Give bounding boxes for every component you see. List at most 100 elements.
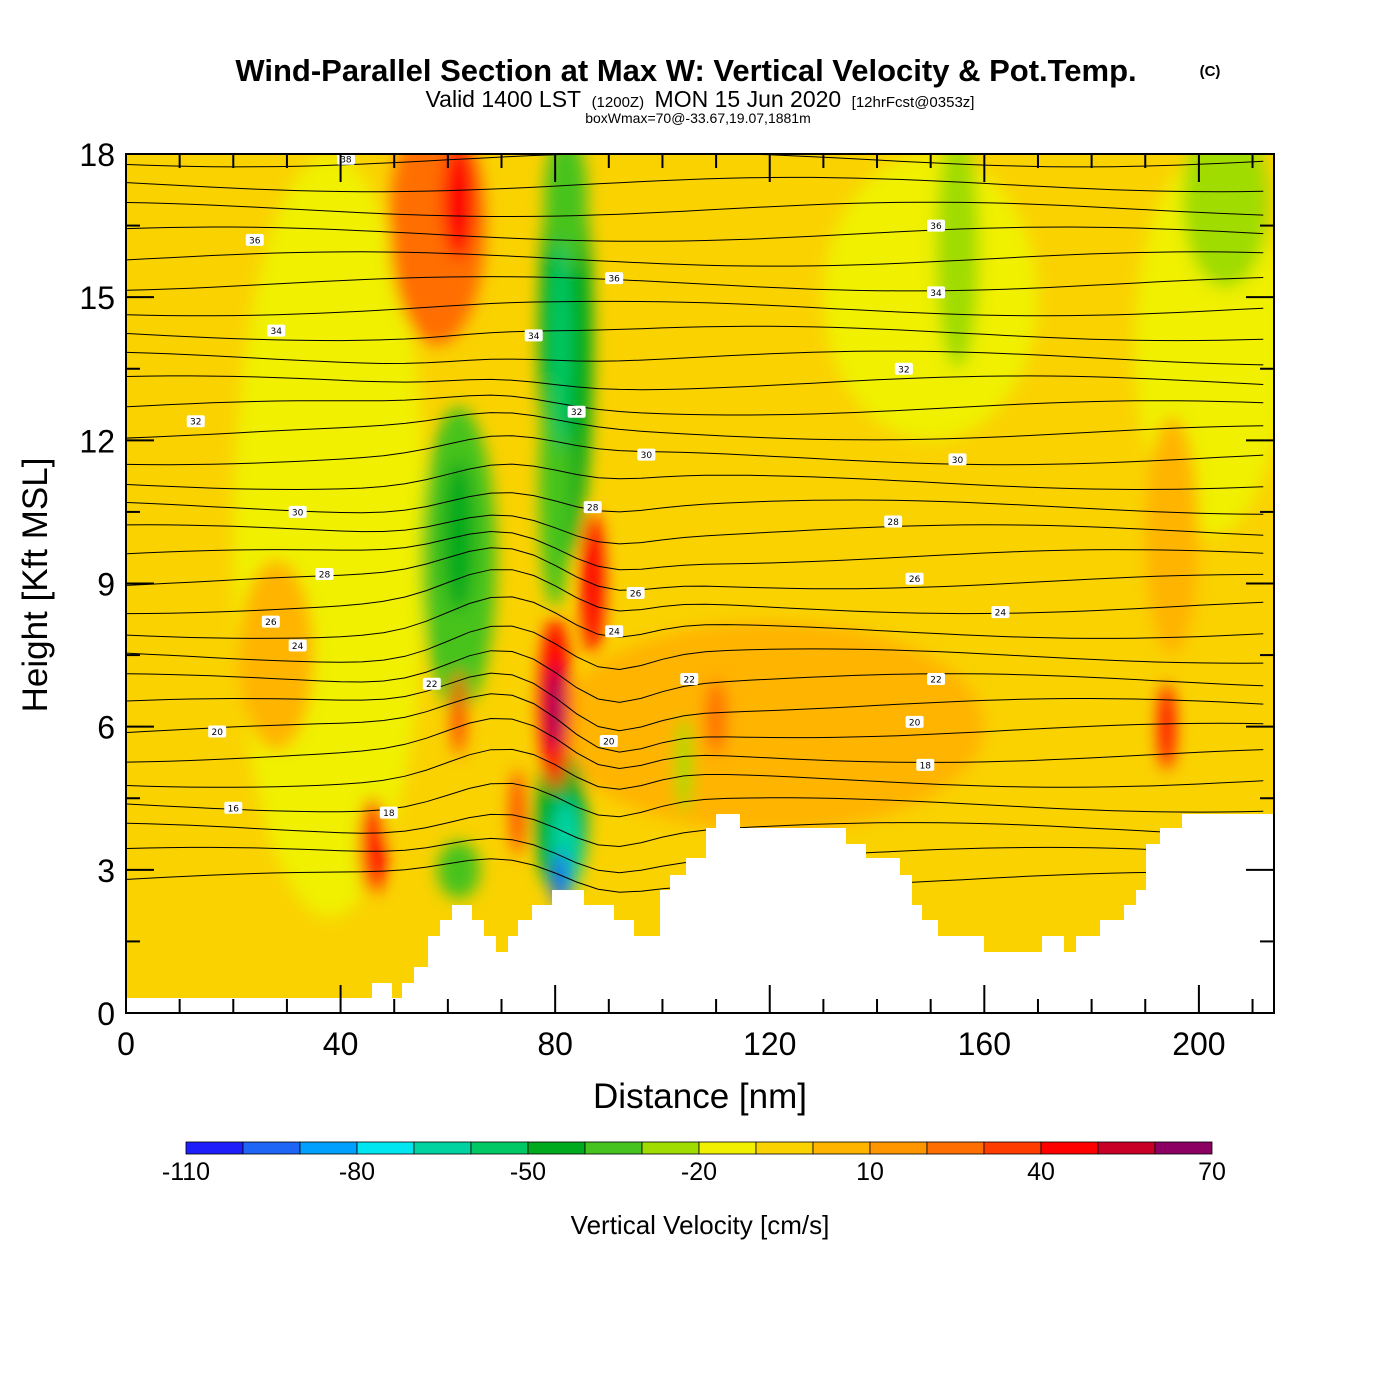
isentrope-line: [126, 625, 1264, 671]
isentrope-label: 32: [894, 362, 913, 375]
svg-text:24: 24: [995, 609, 1007, 619]
svg-text:36: 36: [608, 275, 620, 285]
colorbar-title: Vertical Velocity [cm/s]: [571, 1210, 830, 1240]
isentrope-line: [126, 530, 1264, 571]
colorbar-label: 40: [1027, 1158, 1055, 1186]
isentrope-line: [126, 226, 1264, 242]
svg-text:24: 24: [608, 628, 620, 638]
isentrope-label: 26: [905, 572, 924, 585]
svg-text:22: 22: [930, 675, 941, 685]
colorbar-label: 10: [856, 1158, 884, 1186]
isentrope-label: 24: [991, 606, 1010, 619]
field-orange-east: [705, 678, 727, 756]
chart-title: Wind-Parallel Section at Max W: Vertical…: [235, 53, 1136, 88]
isentrope-line: [126, 276, 1264, 292]
svg-text:32: 32: [571, 408, 582, 418]
colorbar-label: -20: [681, 1158, 717, 1186]
isentrope-label: 36: [245, 233, 264, 246]
field-orange-band: [1145, 416, 1199, 656]
svg-text:18: 18: [920, 761, 932, 771]
isentrope-label: 30: [637, 448, 656, 461]
colorbar-swatch: [413, 1141, 472, 1155]
isentrope-line: [126, 782, 1264, 818]
plot-area: 16 18 20 22 24 26 28 30 32 34 36 38 28 30 32 34 36 26 24 22…: [126, 154, 1274, 1013]
isentrope-label: 36: [605, 272, 624, 285]
svg-text:20: 20: [909, 718, 921, 728]
isentrope-line: [126, 412, 1264, 441]
isentrope-label: 22: [680, 672, 699, 685]
isentrope-label: 24: [605, 625, 624, 638]
chart-subtitle: Valid 1400 LST (1200Z) MON 15 Jun 2020 […: [426, 86, 975, 112]
field-green-ne: [1182, 154, 1269, 288]
isentrope-line: [126, 596, 1264, 639]
isentrope-line: [126, 463, 1264, 491]
svg-text:32: 32: [898, 365, 909, 375]
isentrope-label: 34: [927, 286, 946, 299]
svg-text:36: 36: [249, 236, 261, 246]
isentrope-line: [126, 251, 1264, 267]
colorbar-swatch: [926, 1141, 985, 1155]
isentrope-line: [126, 672, 1264, 732]
colorbar-label: 70: [1198, 1158, 1226, 1186]
svg-text:24: 24: [292, 642, 304, 652]
field-updraft-aloft: [442, 154, 475, 259]
svg-text:22: 22: [684, 675, 695, 685]
y-tick-label: 15: [79, 280, 115, 316]
field-downdraft-aloft: [549, 239, 572, 450]
svg-text:34: 34: [270, 327, 282, 337]
field-shapes: [233, 154, 1274, 918]
y-tick-label: 3: [97, 853, 115, 889]
colorbar-swatch: [584, 1141, 643, 1155]
svg-text:38: 38: [340, 155, 352, 165]
isentrope-label: 26: [626, 587, 645, 600]
isentrope-line: [126, 350, 1264, 366]
svg-text:30: 30: [292, 508, 304, 518]
field-updraft-low: [359, 798, 387, 894]
isentrope-label: 36: [927, 219, 946, 232]
colorbar-swatch: [869, 1141, 928, 1155]
isentrope-label: 16: [224, 801, 243, 814]
field-red-low2: [510, 769, 525, 856]
y-tick-label: 12: [79, 423, 115, 459]
svg-text:20: 20: [603, 737, 615, 747]
colorbar-labels: -110 -80 -50 -20 10 40 70: [162, 1158, 1226, 1186]
x-tick-label: 40: [323, 1026, 359, 1062]
x-tick-label: 160: [958, 1026, 1011, 1062]
isentrope-line: [126, 325, 1264, 342]
isentrope-label: 28: [884, 515, 903, 528]
colorbar-label: -50: [510, 1158, 546, 1186]
svg-text:34: 34: [930, 289, 942, 299]
isentrope-label: 22: [422, 677, 441, 690]
isentrope-line: [126, 435, 1264, 466]
axis-ticks: [125, 153, 1274, 1014]
x-tick-labels: 0 40 80 120 160 200: [117, 1026, 1225, 1062]
isentrope-label: 26: [261, 615, 280, 628]
isentrope-label: 30: [288, 505, 307, 518]
svg-text:30: 30: [952, 456, 964, 466]
isentrope-line: [126, 813, 1264, 848]
isentropes: 16 18 20 22 24 26 28 30 32 34 36 38 28 30 32 34 36 26 24 22…: [126, 154, 1264, 893]
colorbar-swatch: [1154, 1141, 1213, 1155]
colorbar: [185, 1141, 1213, 1155]
x-tick-label: 0: [117, 1026, 135, 1062]
isentrope-line: [126, 693, 1264, 753]
svg-text:32: 32: [190, 418, 201, 428]
colorbar-label: -110: [162, 1158, 210, 1186]
y-tick-label: 9: [97, 567, 115, 603]
field-updraft-core: [548, 664, 563, 751]
svg-text:36: 36: [930, 222, 942, 232]
svg-text:28: 28: [319, 570, 331, 580]
isentrope-label: 18: [379, 806, 398, 819]
x-tick-label: 200: [1172, 1026, 1225, 1062]
velocity-field: [233, 154, 1274, 918]
svg-text:28: 28: [587, 504, 599, 514]
isentrope-label: 34: [524, 329, 543, 342]
field-red-mid: [451, 669, 466, 756]
y-tick-label: 18: [79, 137, 115, 173]
isentrope-line: [126, 300, 1264, 317]
isentrope-label: 34: [267, 324, 286, 337]
isentrope-line: [126, 154, 1264, 168]
isentrope-label: 20: [905, 715, 924, 728]
svg-text:20: 20: [211, 728, 223, 738]
